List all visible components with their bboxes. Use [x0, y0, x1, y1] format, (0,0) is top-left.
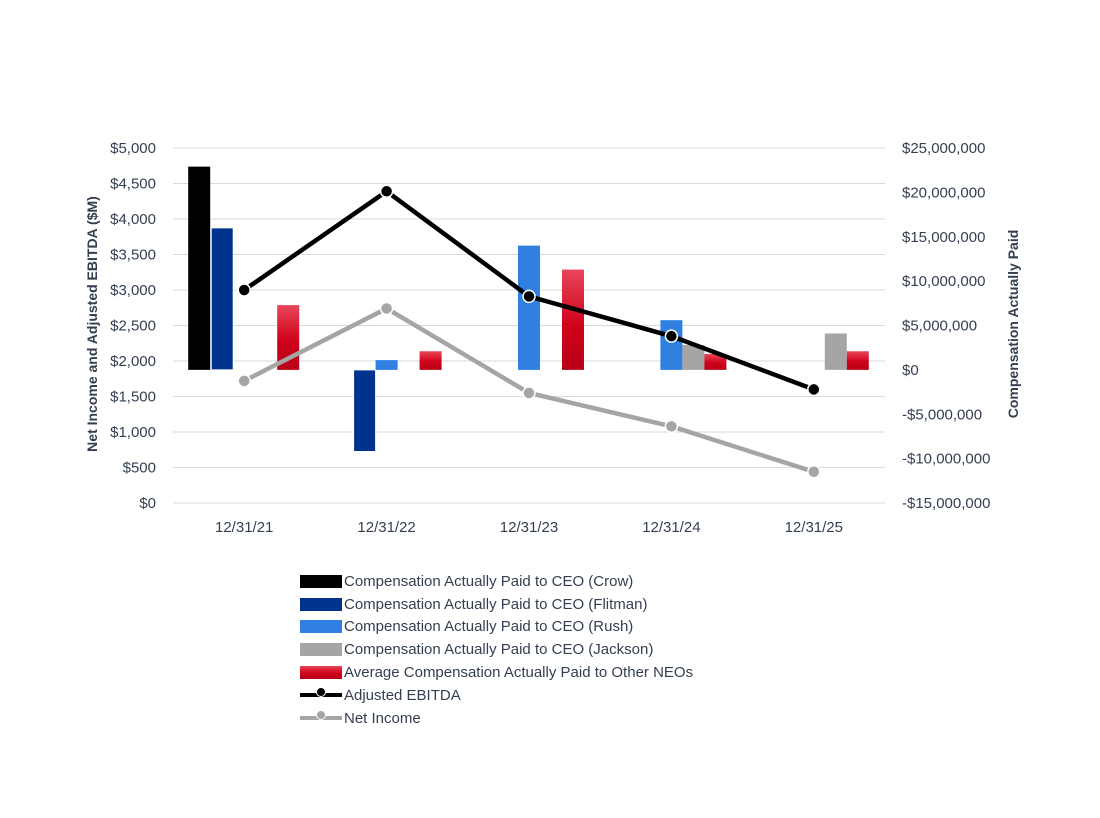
- legend-dot: [316, 709, 326, 720]
- left-tick-label: $500: [123, 460, 156, 477]
- left-tick-label: $1,000: [110, 424, 156, 441]
- legend-label: Compensation Actually Paid to CEO (Flitm…: [344, 595, 648, 613]
- bar: [704, 353, 727, 370]
- legend-label: Compensation Actually Paid to CEO (Rush): [344, 618, 634, 636]
- right-tick-label: -$15,000,000: [902, 495, 990, 512]
- line-point: [237, 374, 251, 388]
- legend-item: Compensation Actually Paid to CEO (Crow): [300, 570, 693, 593]
- bar: [188, 166, 211, 370]
- legend-dot: [316, 686, 326, 697]
- right-axis-title: Compensation Actually Paid: [1005, 230, 1021, 419]
- bar: [419, 351, 442, 370]
- legend-label: Net Income: [344, 709, 421, 727]
- legend-label: Compensation Actually Paid to CEO (Crow): [344, 572, 634, 590]
- legend-swatch: [300, 666, 342, 680]
- bar: [353, 369, 377, 453]
- legend-item: Compensation Actually Paid to CEO (Jacks…: [300, 638, 693, 661]
- legend-swatch: [300, 574, 342, 588]
- left-tick-label: $5,000: [110, 140, 156, 157]
- bar: [562, 269, 584, 370]
- left-tick-label: $4,500: [110, 176, 156, 193]
- left-tick-label: $1,500: [110, 389, 156, 406]
- legend-swatch: [300, 709, 342, 725]
- legend-swatch: [300, 643, 342, 657]
- left-tick-label: $0: [139, 495, 156, 512]
- line-point: [379, 184, 394, 199]
- x-tick-label: 12/31/25: [785, 519, 843, 536]
- legend-label: Average Compensation Actually Paid to Ot…: [344, 664, 694, 682]
- x-axis-ticks: 12/31/21 12/31/22 12/31/23 12/31/24 12/31/25: [215, 519, 843, 536]
- left-tick-label: $2,500: [110, 318, 156, 335]
- right-tick-label: -$5,000,000: [902, 406, 982, 423]
- legend-swatch: [300, 620, 342, 634]
- legend-label: Compensation Actually Paid to CEO (Jacks…: [344, 641, 654, 659]
- line-point: [807, 382, 821, 397]
- right-tick-label: -$10,000,000: [902, 451, 990, 468]
- line-point: [379, 301, 394, 316]
- legend-swatch: [300, 686, 342, 702]
- line-point: [664, 329, 679, 343]
- right-tick-label: $20,000,000: [902, 184, 985, 201]
- left-axis-title: Net Income and Adjusted EBITDA ($M): [84, 196, 100, 452]
- right-tick-label: $5,000,000: [902, 318, 977, 335]
- legend-item: Compensation Actually Paid to CEO (Flitm…: [300, 593, 693, 616]
- left-axis-ticks: $0 $500 $1,000 $1,500 $2,000 $2,500 $3,000 $3,5…: [110, 140, 156, 512]
- bar: [375, 360, 398, 370]
- bar: [682, 345, 705, 370]
- line-point: [522, 289, 536, 304]
- line-point: [807, 465, 821, 479]
- bar: [518, 245, 540, 370]
- legend-item: Net Income: [300, 707, 693, 730]
- right-tick-label: $15,000,000: [902, 229, 985, 246]
- legend-label: Adjusted EBITDA: [344, 686, 461, 704]
- left-tick-label: $3,500: [110, 247, 156, 264]
- lines: [237, 184, 821, 479]
- bar: [846, 351, 869, 370]
- line-point: [664, 419, 679, 434]
- x-tick-label: 12/31/22: [357, 519, 415, 536]
- line-point: [522, 386, 536, 400]
- left-tick-label: $2,000: [110, 353, 156, 370]
- legend-swatch: [300, 597, 342, 611]
- right-tick-label: $10,000,000: [902, 273, 985, 290]
- right-tick-label: $0: [902, 362, 919, 379]
- left-tick-label: $3,000: [110, 282, 156, 299]
- x-tick-label: 12/31/24: [642, 519, 700, 536]
- line-point: [237, 283, 251, 297]
- bars: [188, 166, 869, 453]
- legend-item: Adjusted EBITDA: [300, 684, 693, 707]
- combo-chart: $0 $500 $1,000 $1,500 $2,000 $2,500 $3,000 $3,5…: [84, 140, 1021, 536]
- legend-item: Compensation Actually Paid to CEO (Rush): [300, 616, 693, 639]
- bar: [660, 320, 683, 370]
- right-axis-ticks: -$15,000,000 -$10,000,000 -$5,000,000 $0 $5,…: [902, 140, 990, 512]
- bar: [824, 333, 847, 370]
- bar: [210, 227, 234, 371]
- x-tick-label: 12/31/23: [500, 519, 558, 536]
- legend: Compensation Actually Paid to CEO (Crow)…: [300, 570, 693, 730]
- legend-item: Average Compensation Actually Paid to Ot…: [300, 661, 693, 684]
- right-tick-label: $25,000,000: [902, 140, 985, 157]
- x-tick-label: 12/31/21: [215, 519, 273, 536]
- left-tick-label: $4,000: [110, 211, 156, 228]
